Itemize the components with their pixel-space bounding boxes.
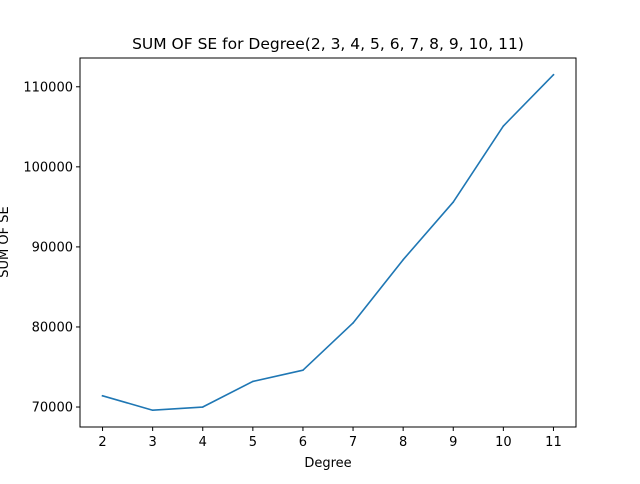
x-tick-label: 8 — [399, 435, 407, 450]
data-point — [552, 73, 555, 76]
data-point — [302, 369, 304, 371]
series-line — [101, 73, 555, 412]
y-axis: 70000 80000 90000 100000 110000 — [23, 80, 80, 416]
data-point — [101, 395, 104, 397]
data-point — [502, 125, 505, 127]
x-tick-label: 7 — [349, 435, 357, 450]
x-tick-label: 3 — [149, 435, 157, 450]
x-axis-label: Degree — [304, 456, 351, 471]
data-point — [201, 406, 204, 408]
data-point — [452, 201, 455, 203]
x-axis: 2 3 4 5 6 7 8 9 10 11 — [98, 427, 562, 450]
plot-area — [101, 73, 555, 412]
x-tick-label: 10 — [495, 435, 512, 450]
y-tick-label: 80000 — [32, 320, 73, 335]
y-tick-label: 90000 — [32, 240, 73, 255]
data-point — [252, 380, 254, 383]
y-axis-label: SUM OF SE — [0, 206, 12, 277]
x-tick-label: 5 — [249, 435, 257, 450]
data-point — [402, 258, 404, 261]
x-tick-label: 6 — [299, 435, 307, 450]
y-tick-label: 70000 — [32, 401, 73, 416]
data-point — [352, 322, 354, 324]
x-tick-label: 2 — [98, 435, 106, 450]
y-tick-label: 100000 — [23, 160, 73, 175]
chart-title: SUM OF SE for Degree(2, 3, 4, 5, 6, 7, 8… — [132, 35, 524, 53]
x-tick-label: 9 — [449, 435, 457, 450]
plot-frame — [79, 57, 577, 428]
y-tick-label: 110000 — [23, 80, 73, 95]
x-tick-label: 11 — [545, 435, 562, 450]
data-point — [151, 409, 154, 412]
x-tick-label: 4 — [199, 435, 207, 450]
